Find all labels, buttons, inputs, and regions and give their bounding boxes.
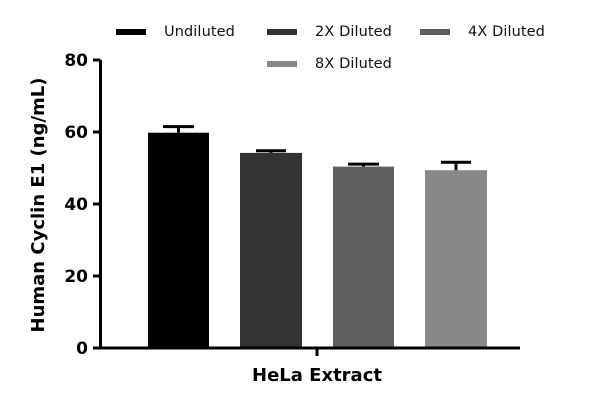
error-bar-8x-diluted bbox=[441, 160, 471, 171]
bar-2x-diluted bbox=[240, 152, 302, 348]
legend-label-4x-diluted: 4X Diluted bbox=[468, 24, 545, 40]
bars bbox=[148, 132, 487, 348]
y-tick-60: 60 bbox=[64, 123, 88, 143]
y-tick-20: 20 bbox=[64, 267, 88, 287]
legend-item-8x-diluted: 8X Diluted bbox=[267, 56, 392, 72]
error-bar-undiluted bbox=[163, 125, 194, 133]
legend-swatch-undiluted bbox=[116, 29, 146, 35]
legend-label-8x-diluted: 8X Diluted bbox=[315, 56, 392, 72]
error-bar-4x-diluted bbox=[348, 162, 379, 167]
y-tick-0: 0 bbox=[76, 339, 88, 359]
legend-swatch-4x-diluted bbox=[420, 29, 450, 35]
x-axis-title: HeLa Extract bbox=[252, 365, 382, 386]
legend-swatch-8x-diluted bbox=[267, 61, 297, 67]
x-axis bbox=[99, 346, 520, 356]
legend-item-4x-diluted: 4X Diluted bbox=[420, 24, 545, 40]
legend-item-2x-diluted: 2X Diluted bbox=[267, 24, 392, 40]
y-axis bbox=[93, 58, 102, 350]
legend-label-2x-diluted: 2X Diluted bbox=[315, 24, 392, 40]
bar-8x-diluted bbox=[425, 170, 487, 348]
bar-4x-diluted bbox=[333, 166, 394, 348]
error-bar-2x-diluted bbox=[256, 149, 286, 153]
error-bars bbox=[163, 125, 471, 171]
y-tick-80: 80 bbox=[64, 51, 88, 71]
y-axis-title: Human Cyclin E1 (ng/mL) bbox=[28, 78, 49, 333]
legend-label-undiluted: Undiluted bbox=[164, 24, 235, 40]
bar-undiluted bbox=[148, 132, 209, 348]
y-tick-labels: 80 60 40 20 0 bbox=[64, 51, 88, 359]
legend-item-undiluted: Undiluted bbox=[116, 24, 235, 40]
legend-swatch-2x-diluted bbox=[267, 29, 297, 35]
y-tick-40: 40 bbox=[64, 195, 88, 215]
